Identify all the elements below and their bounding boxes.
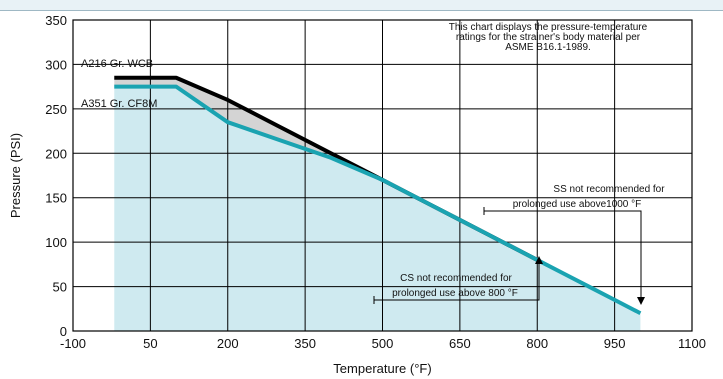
series-label-a351: A351 Gr. CF8M (81, 98, 157, 110)
ss-note-line: SS not recommended for (553, 184, 665, 195)
ss-note-line: prolonged use above1000 °F (513, 199, 642, 210)
cs-note-line: prolonged use above 800 °F (392, 288, 518, 299)
plot-frame (72, 19, 693, 332)
y-tick-label: 100 (45, 235, 67, 250)
chart-note-line: ratings for the strainer's body material… (456, 32, 641, 43)
ss-annotation-arrow (484, 210, 645, 305)
x-tick-label: 800 (526, 336, 548, 351)
x-tick-label: 950 (604, 336, 626, 351)
y-tick-label: 300 (45, 57, 67, 72)
x-tick-label: 650 (449, 336, 471, 351)
y-tick-label: 150 (45, 191, 67, 206)
y-tick-label: 350 (45, 13, 67, 28)
cs-annotation-arrow (374, 256, 543, 301)
top-banner (0, 0, 723, 11)
x-tick-label: 50 (143, 336, 157, 351)
series-label-a216: A216 Gr. WCB (81, 58, 153, 70)
y-tick-label: 0 (60, 324, 67, 339)
x-tick-label: 200 (217, 336, 239, 351)
x-tick-label: 350 (294, 336, 316, 351)
series-line-a351-gr-cf8m (114, 84, 642, 316)
y-tick-label: 50 (53, 280, 67, 295)
x-tick-label: 1100 (678, 336, 706, 351)
x-tick-label: -100 (60, 336, 86, 351)
x-axis-label: Temperature (°F) (333, 361, 431, 376)
x-tick-label: 500 (372, 336, 394, 351)
cs-note-line: CS not recommended for (400, 273, 512, 284)
y-tick-label: 250 (45, 102, 67, 117)
chart-note-line: This chart displays the pressure-tempera… (449, 22, 648, 33)
y-axis-label: Pressure (PSI) (8, 133, 23, 218)
chart-note-line: ASME B16.1-1989. (505, 42, 591, 53)
cf8m-area-fill (114, 86, 641, 332)
y-tick-label: 200 (45, 146, 67, 161)
